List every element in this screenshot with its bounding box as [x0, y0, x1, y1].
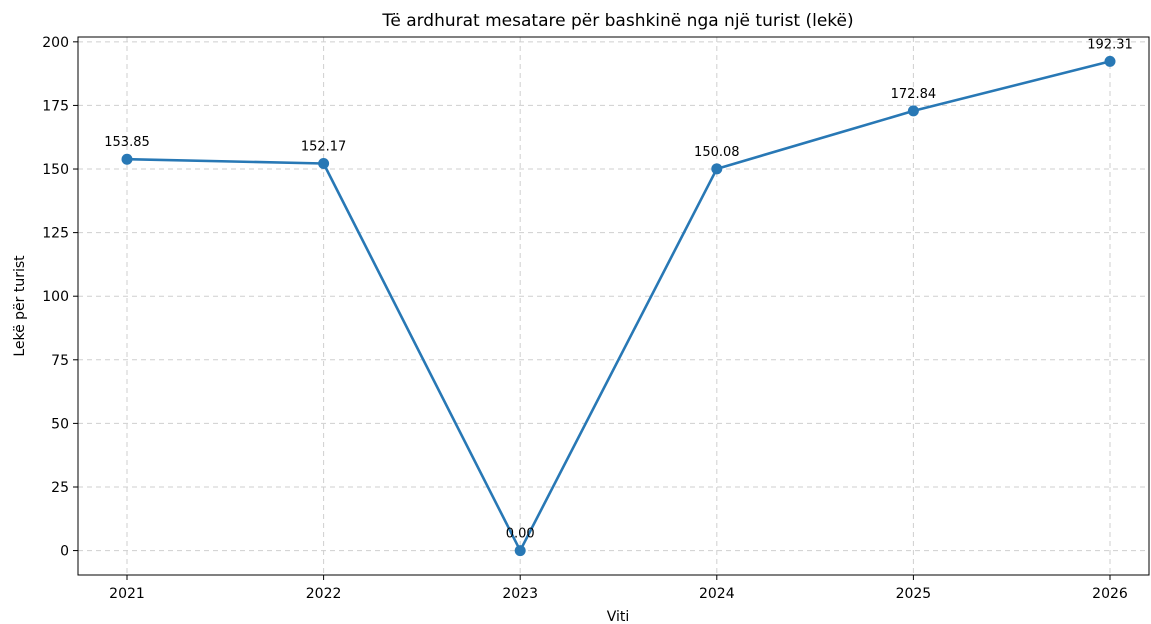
data-label: 172.84 — [891, 87, 937, 102]
data-point — [1104, 55, 1116, 67]
y-tick-label: 75 — [51, 353, 69, 369]
x-tick-label: 2023 — [502, 586, 538, 602]
data-point — [318, 157, 330, 169]
series-line — [126, 60, 1111, 552]
chart-title: Të ardhurat mesatare për bashkinë nga nj… — [381, 11, 853, 31]
data-point — [514, 545, 526, 557]
y-tick-label: 50 — [51, 416, 69, 432]
x-tick-label: 2021 — [109, 586, 145, 602]
grid — [78, 37, 1149, 575]
y-tick-label: 175 — [42, 98, 69, 114]
data-point — [907, 105, 919, 117]
x-tick-label: 2022 — [306, 586, 342, 602]
data-label: 150.08 — [694, 145, 740, 160]
y-tick-label: 150 — [42, 162, 69, 178]
data-label: 0.00 — [506, 527, 535, 542]
y-axis-label: Lekë për turist — [12, 255, 28, 357]
data-point — [121, 153, 133, 165]
x-tick-label: 2026 — [1092, 586, 1128, 602]
series: 153.85 152.17 0.00 150.08 172.84 192.31 — [104, 37, 1133, 557]
data-point — [711, 163, 723, 175]
x-axis-label: Viti — [607, 609, 630, 624]
x-tick-label: 2025 — [896, 586, 932, 602]
y-tick-label: 100 — [42, 289, 69, 305]
data-label: 192.31 — [1087, 37, 1133, 52]
axes: 2021 2022 2023 2024 2025 2026 0 25 50 75 100 125 150… — [42, 35, 1150, 602]
y-tick-label: 25 — [51, 480, 69, 496]
y-tick-label: 0 — [60, 544, 69, 560]
data-label: 153.85 — [104, 135, 150, 150]
plot-frame — [77, 36, 1150, 576]
x-tick-label: 2024 — [699, 586, 735, 602]
y-tick-label: 125 — [42, 226, 69, 242]
data-label: 152.17 — [301, 139, 347, 154]
y-tick-label: 200 — [42, 35, 69, 51]
